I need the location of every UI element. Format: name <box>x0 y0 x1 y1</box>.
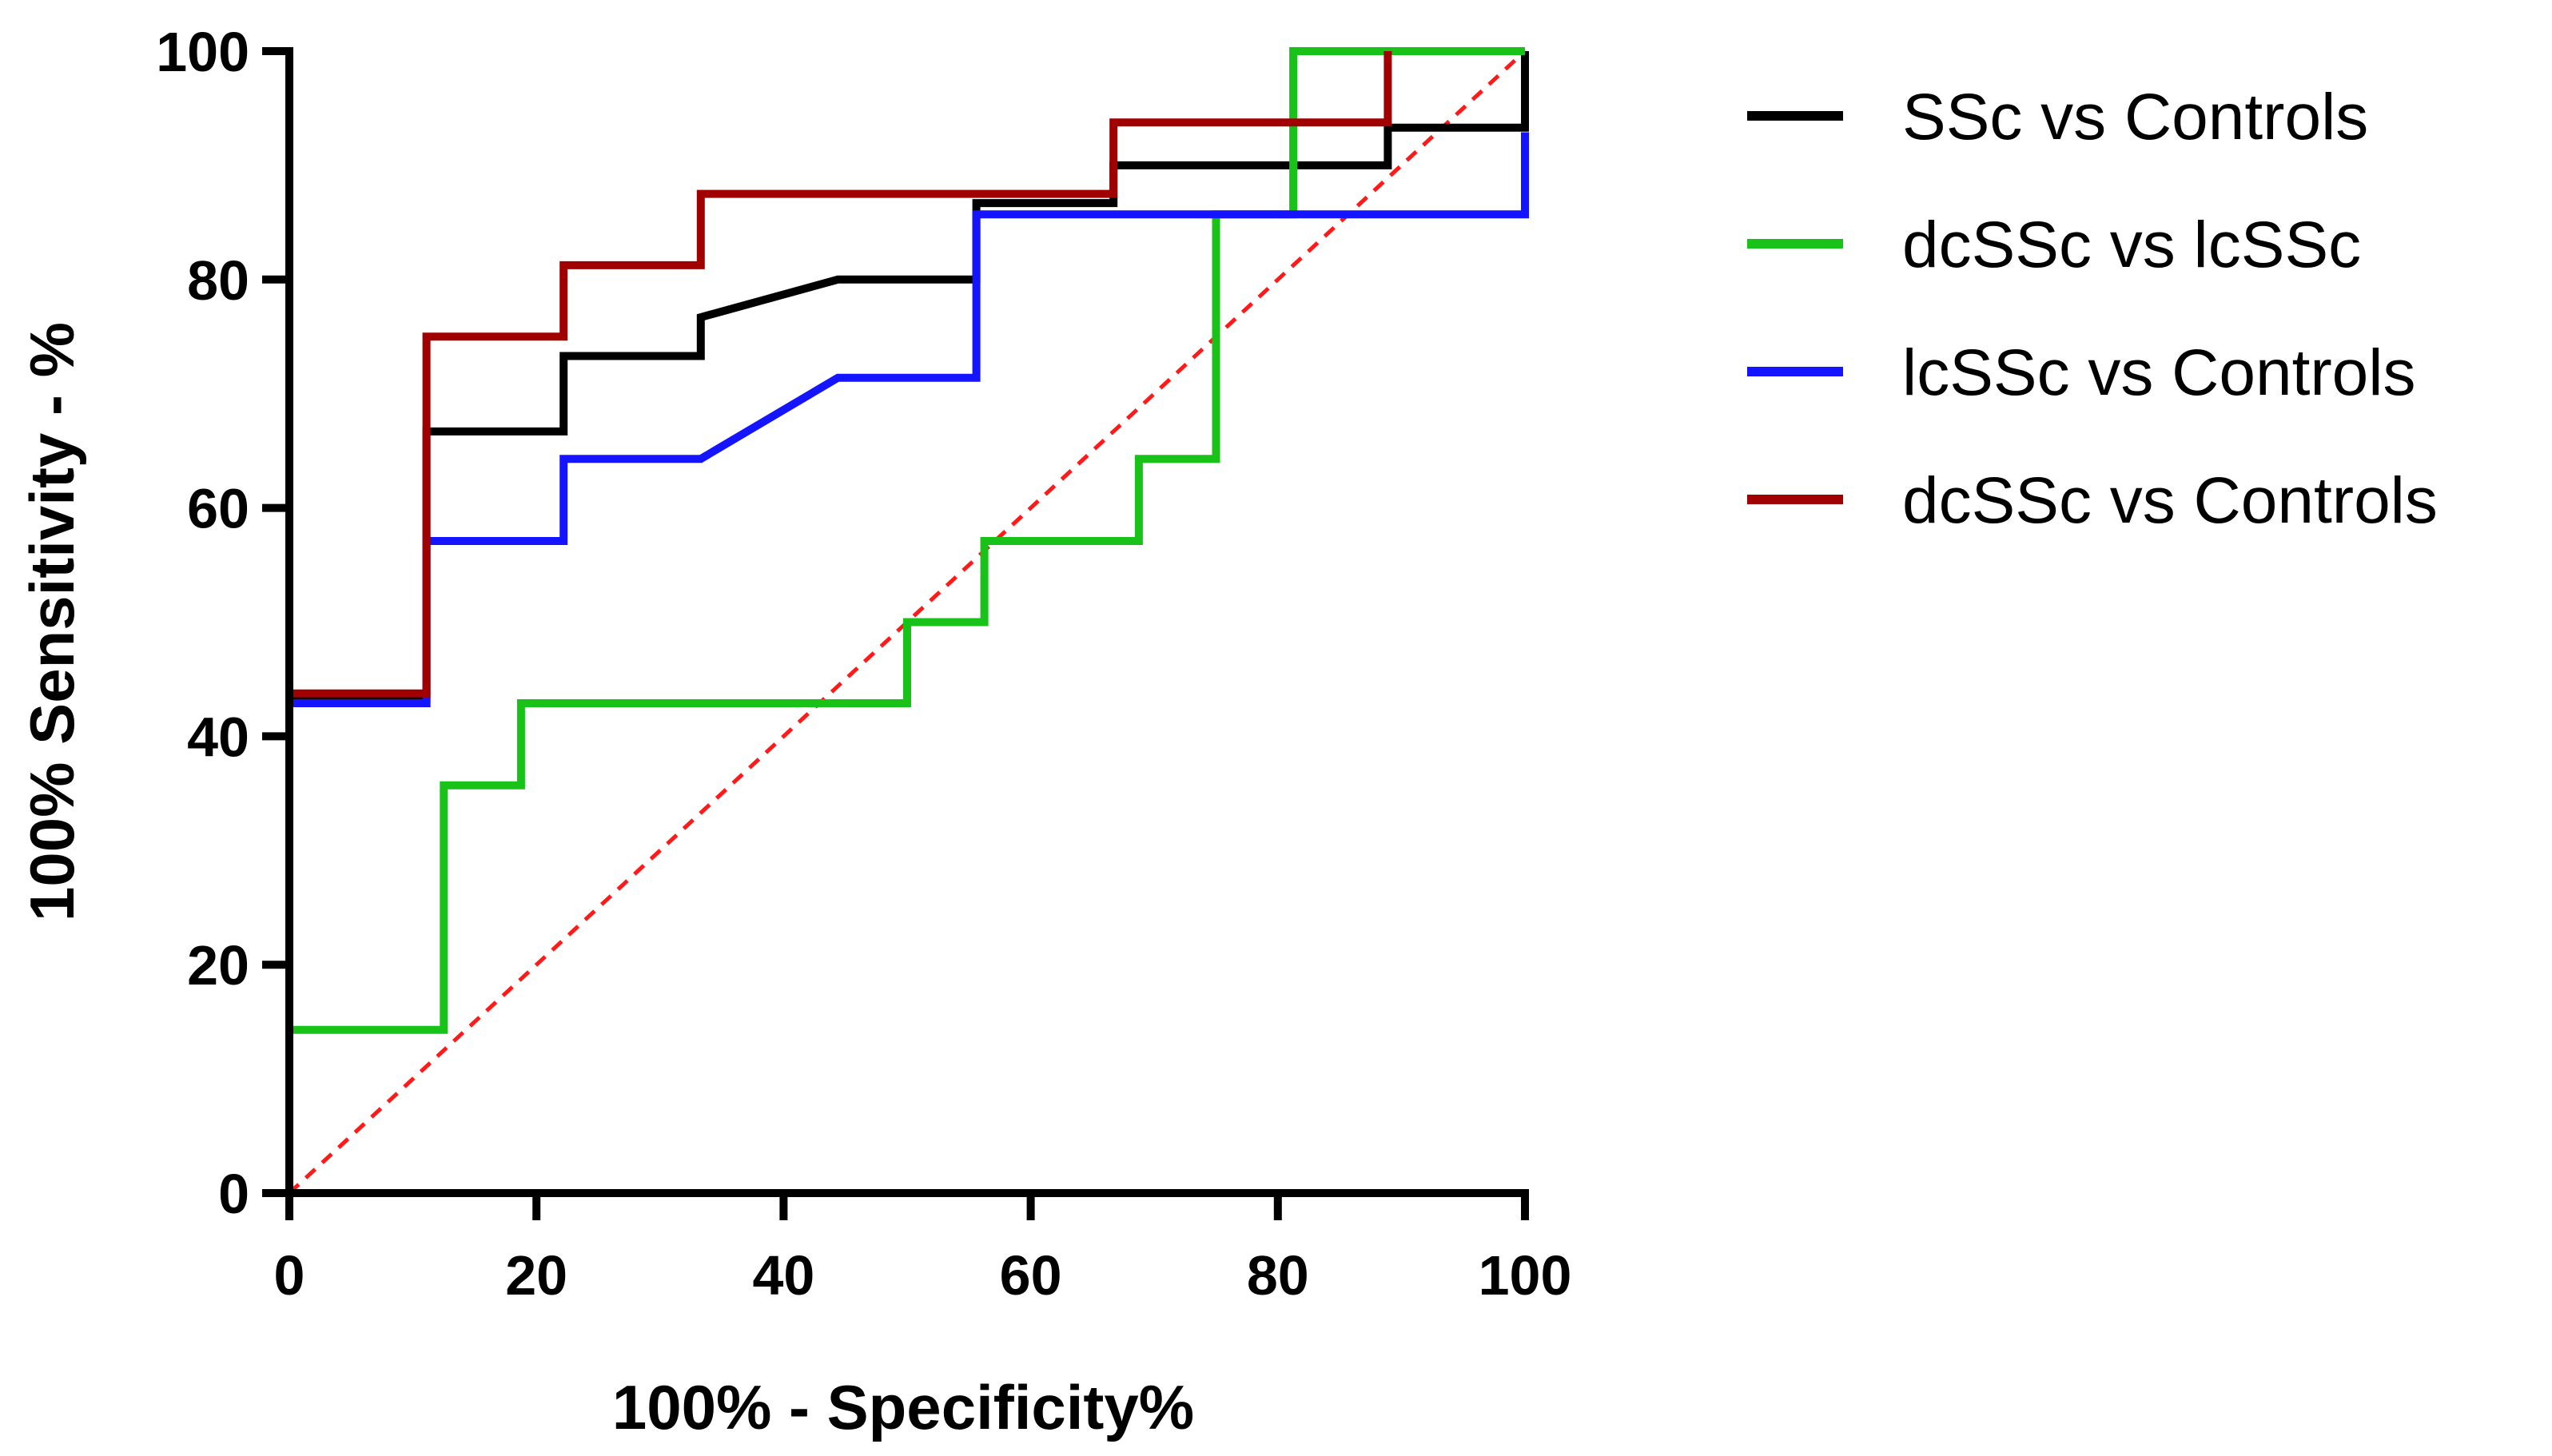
reference-layer <box>288 50 1527 1195</box>
series-line-ssc-vs-controls <box>289 51 1529 703</box>
series-line-lcssc-vs-controls <box>289 132 1529 707</box>
x-axis-title: 100% - Specificity% <box>612 1372 1194 1442</box>
y-tick-label: 0 <box>218 1163 249 1225</box>
legend-label-lcssc-vs-controls: lcSSc vs Controls <box>1902 336 2416 409</box>
ticks-layer: 0 20 40 60 80 100 0 20 40 60 80 100 <box>156 21 1571 1307</box>
series-line-dcssc-vs-controls <box>289 51 1392 698</box>
x-tick-label: 40 <box>752 1244 814 1307</box>
x-tick-label: 0 <box>274 1244 305 1307</box>
y-tick-label: 80 <box>187 249 249 312</box>
y-tick-label: 100 <box>156 21 249 83</box>
x-tick-label: 60 <box>1000 1244 1062 1307</box>
x-tick-label: 80 <box>1247 1244 1309 1307</box>
y-tick-label: 40 <box>187 706 249 768</box>
legend: SSc vs Controls dcSSc vs lcSSc lcSSc vs Co… <box>1747 81 2438 537</box>
y-tick-label: 20 <box>187 934 249 997</box>
x-tick-label: 20 <box>505 1244 567 1307</box>
legend-label-ssc-vs-controls: SSc vs Controls <box>1902 81 2368 153</box>
y-axis-title: 100% Sensitivity - % <box>17 322 87 921</box>
legend-label-dcssc-vs-controls: dcSSc vs Controls <box>1902 464 2438 537</box>
legend-label-dcssc-vs-lcssc: dcSSc vs lcSSc <box>1902 209 2361 281</box>
y-tick-label: 60 <box>187 478 249 540</box>
axes-layer <box>285 47 1529 1197</box>
series-layer <box>289 47 1529 1034</box>
x-tick-label: 100 <box>1479 1244 1572 1307</box>
reference-diagonal-line <box>288 50 1527 1195</box>
